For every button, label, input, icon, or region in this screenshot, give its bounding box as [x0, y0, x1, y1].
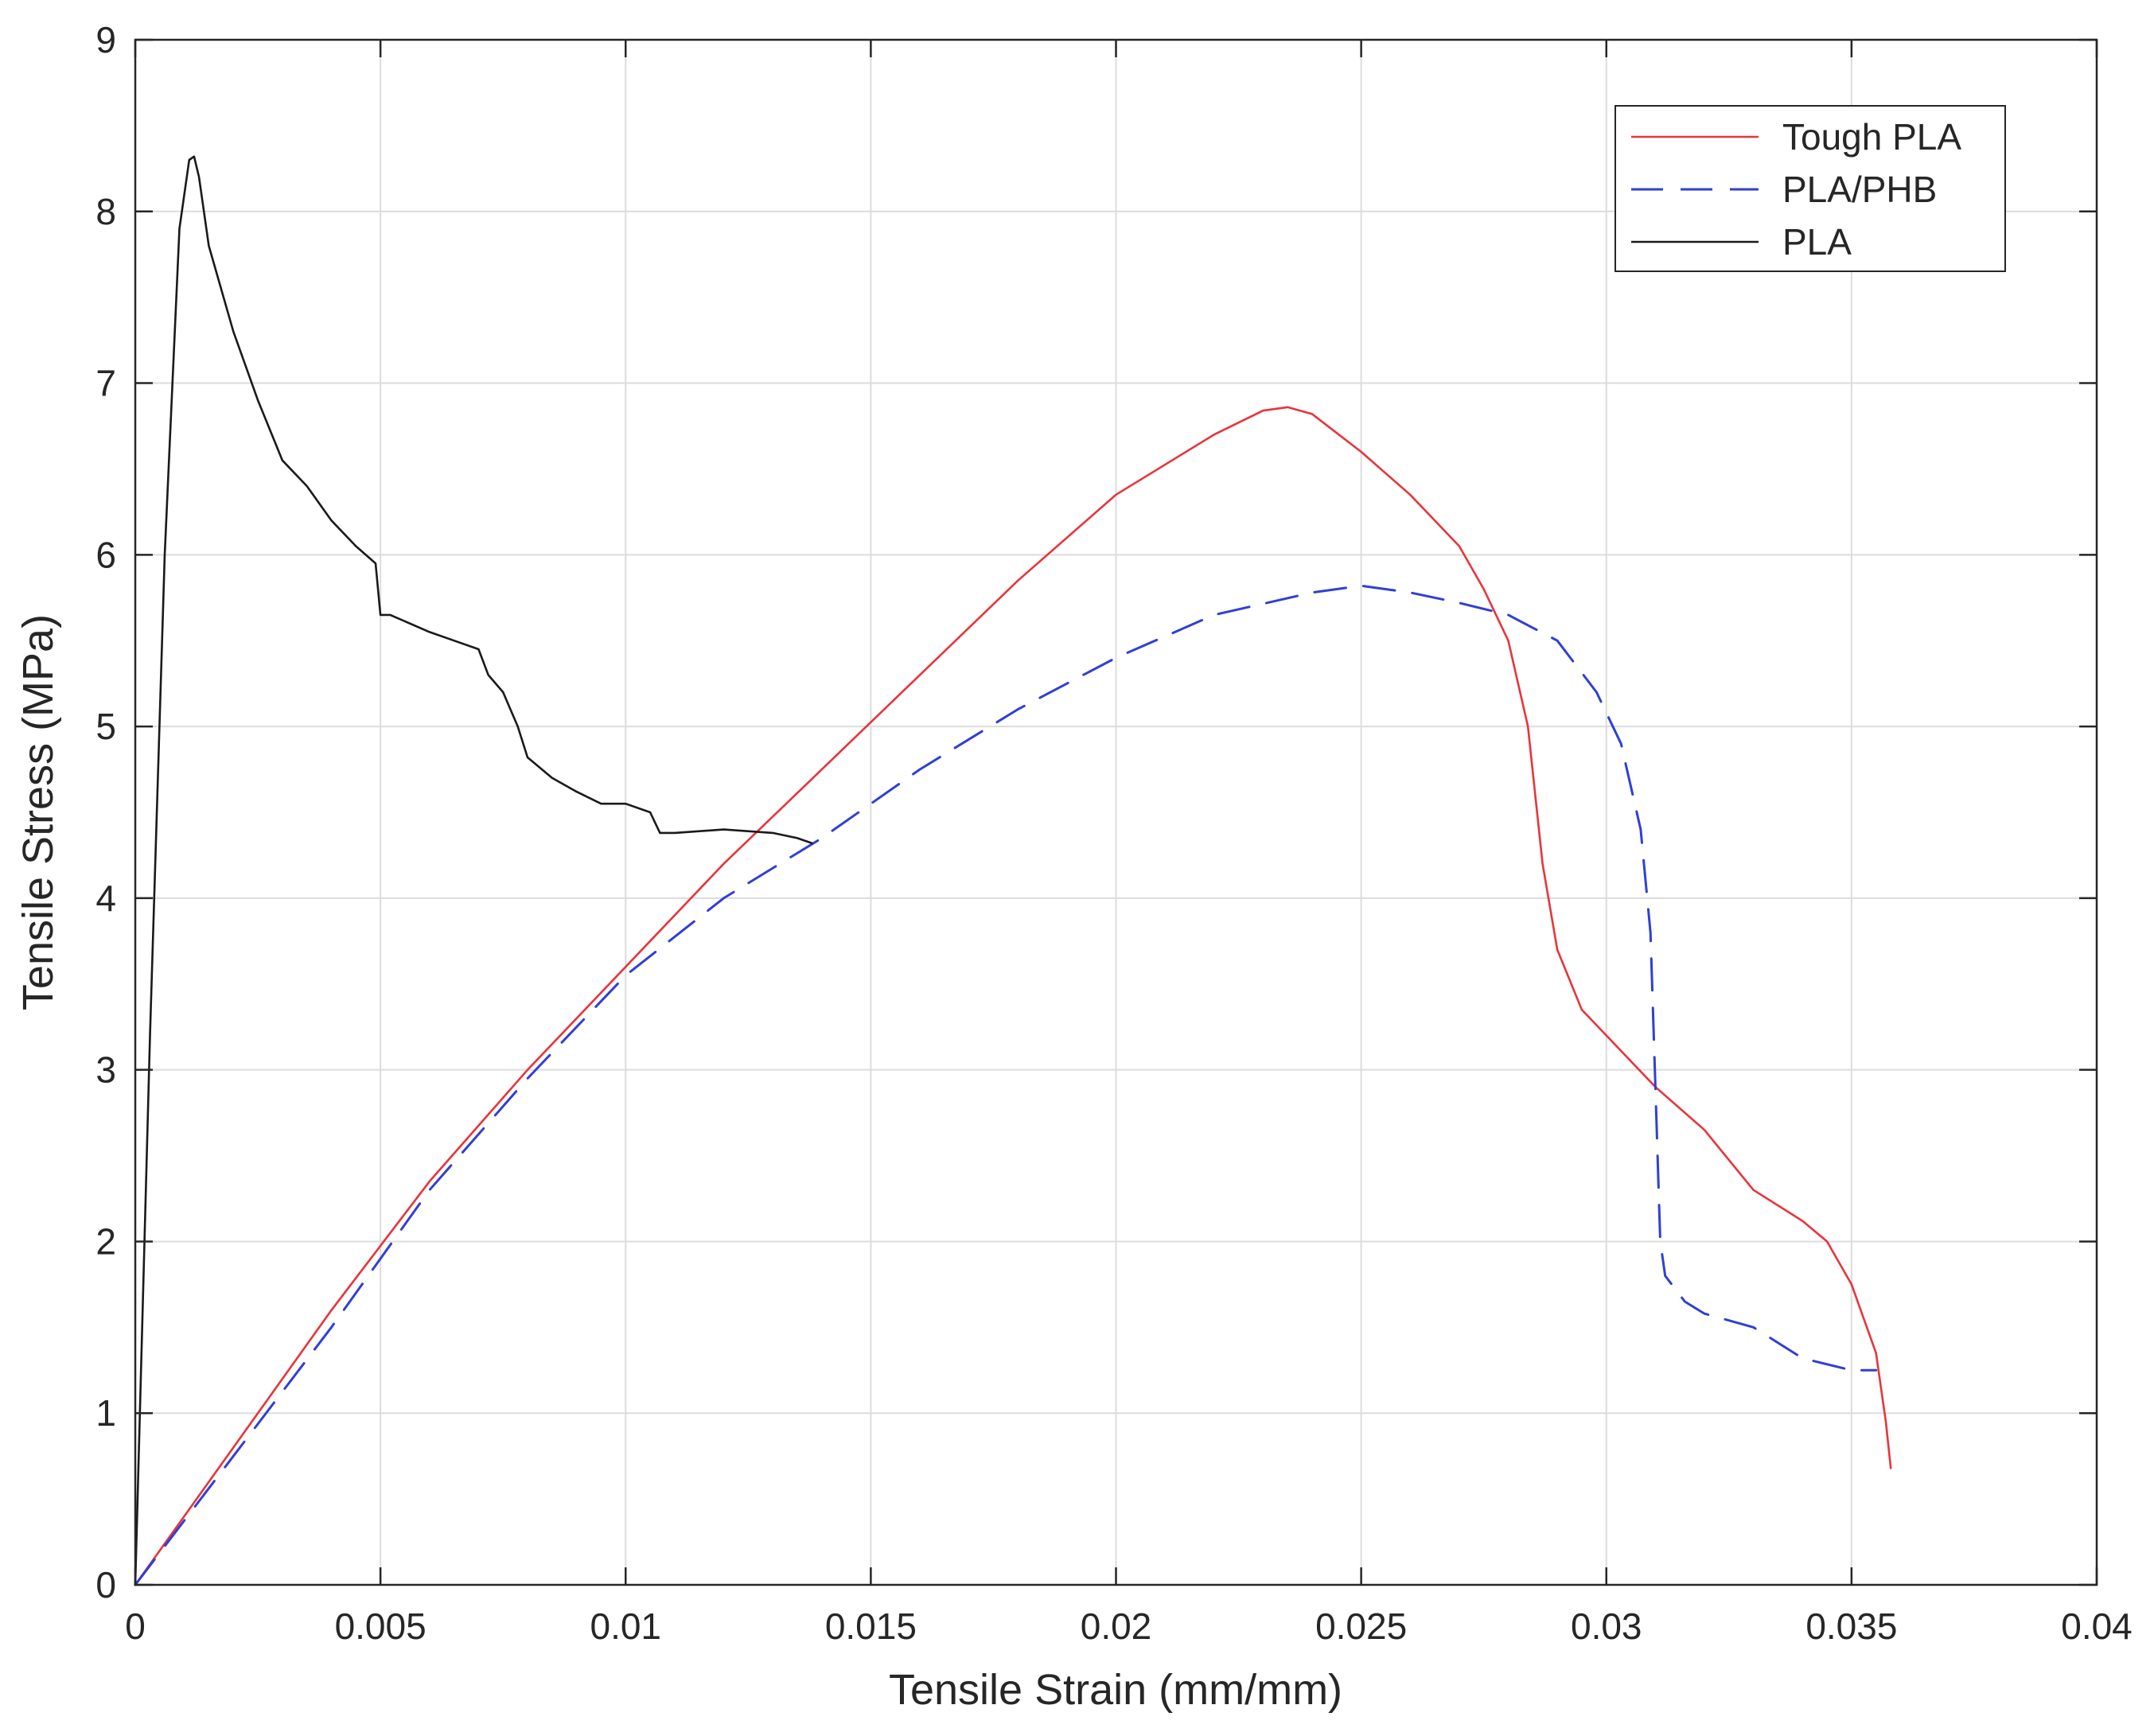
x-tick-label: 0.03 — [1571, 1606, 1642, 1647]
y-tick-label: 6 — [95, 534, 116, 575]
grid-lines — [135, 40, 2097, 1585]
legend-label: Tough PLA — [1782, 116, 1961, 158]
x-tick-label: 0.035 — [1805, 1606, 1897, 1647]
y-tick-label: 3 — [95, 1049, 116, 1091]
x-tick-label: 0.02 — [1081, 1606, 1152, 1647]
y-tick-label: 0 — [95, 1564, 116, 1606]
legend-label: PLA — [1782, 221, 1852, 263]
y-tick-label: 1 — [95, 1392, 116, 1434]
y-tick-label: 2 — [95, 1220, 116, 1262]
series-line-pla-phb — [134, 584, 1878, 1586]
series-lines — [134, 155, 1892, 1586]
legend-box — [1615, 105, 2006, 272]
x-tick-label: 0 — [125, 1606, 146, 1647]
x-tick-label: 0.005 — [335, 1606, 427, 1647]
x-tick-label: 0.015 — [825, 1606, 917, 1647]
series-line-tough-pla — [134, 406, 1892, 1586]
x-tick-label: 0.04 — [2061, 1606, 2133, 1647]
axis-ticks: 0 0.005 0.01 0.015 0.02 0.025 0.03 0.035 0.04 0 1 2… — [95, 19, 2132, 1647]
x-tick-label: 0.025 — [1315, 1606, 1407, 1647]
y-tick-label: 7 — [95, 363, 116, 404]
y-tick-label: 5 — [95, 706, 116, 747]
y-tick-label: 8 — [95, 191, 116, 232]
legend: Tough PLA PLA/PHB PLA — [1615, 105, 2006, 272]
legend-label: PLA/PHB — [1782, 169, 1937, 210]
x-tick-label: 0.01 — [590, 1606, 661, 1647]
y-tick-label: 4 — [95, 878, 116, 919]
series-line-pla — [134, 155, 813, 1586]
x-axis-label: Tensile Strain (mm/mm) — [889, 1666, 1342, 1714]
y-axis-label: Tensile Stress (MPa) — [14, 614, 62, 1010]
y-tick-label: 9 — [95, 19, 116, 60]
